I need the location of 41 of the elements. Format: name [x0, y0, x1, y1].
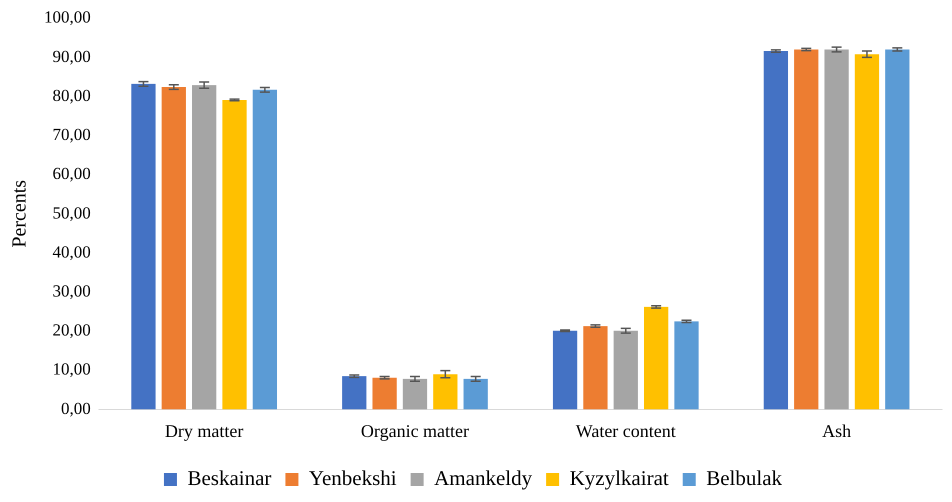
y-tick-label: 90,00: [52, 46, 91, 66]
y-tick-label: 10,00: [52, 360, 91, 379]
y-tick-label: 30,00: [52, 282, 91, 301]
y-tick-label: 80,00: [52, 86, 91, 105]
legend-label: Beskainar: [187, 466, 272, 490]
bar: [222, 100, 247, 410]
bar: [252, 90, 278, 410]
bar: [131, 84, 156, 410]
y-tick-label: 70,00: [52, 125, 91, 144]
bar: [885, 49, 910, 410]
bar: [764, 51, 788, 410]
bar: [402, 378, 428, 410]
y-tick-label: 20,00: [52, 320, 91, 340]
bar: [342, 376, 366, 410]
bar: [794, 49, 818, 410]
bar: [614, 330, 638, 410]
bar: [162, 87, 186, 410]
bar: [824, 49, 849, 410]
bar: [464, 378, 488, 410]
bar: [583, 326, 608, 410]
x-tick-label: Ash: [822, 420, 852, 441]
y-tick-label: 0,00: [61, 398, 91, 418]
bar: [192, 85, 216, 410]
bar: [433, 374, 458, 410]
y-tick-label: 40,00: [52, 242, 91, 262]
bar: [552, 330, 578, 410]
y-axis-title: Percents: [8, 180, 30, 248]
y-tick-label: 60,00: [52, 164, 91, 184]
legend-label: Kyzylkairat: [570, 466, 669, 490]
x-tick-label: Organic matter: [360, 420, 470, 441]
legend-label: Yenbekshi: [308, 466, 397, 490]
bar: [372, 378, 397, 410]
bar: [644, 306, 668, 410]
legend-label: Amankeldy: [434, 466, 533, 490]
x-tick-label: Water content: [576, 420, 676, 441]
bar: [854, 54, 880, 410]
x-tick-label: Dry matter: [164, 420, 244, 441]
y-tick-label: 50,00: [52, 203, 91, 222]
bar: [674, 321, 699, 410]
y-tick-label: 100,00: [44, 8, 91, 27]
legend-label: Belbulak: [706, 466, 783, 490]
